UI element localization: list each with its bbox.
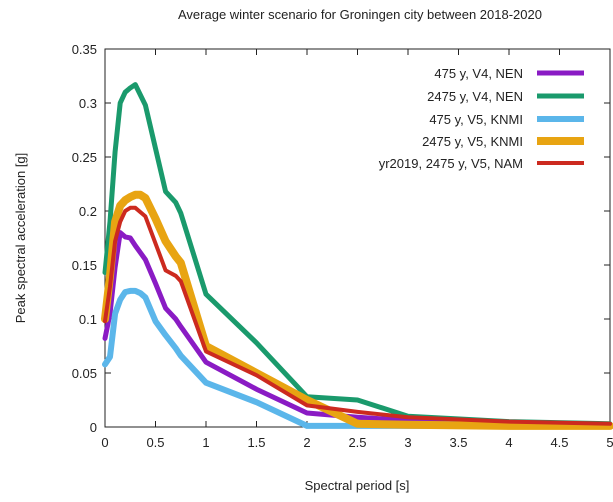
y-tick-label: 0.05	[72, 366, 97, 381]
x-axis-ticks: 0 0.5 1 1.5 2 2.5 3 3.5 4 4.5 5	[101, 49, 613, 450]
x-tick-label: 4	[505, 435, 512, 450]
legend-label: 2475 y, V5, KNMI	[422, 134, 523, 149]
x-tick-label: 0	[101, 435, 108, 450]
x-tick-label: 1	[202, 435, 209, 450]
x-tick-label: 0.5	[146, 435, 164, 450]
chart-title: Average winter scenario for Groningen ci…	[178, 7, 542, 22]
x-tick-label: 2.5	[348, 435, 366, 450]
y-tick-label: 0.3	[79, 96, 97, 111]
series-line-1	[102, 230, 613, 428]
legend: 475 y, V4, NEN 2475 y, V4, NEN 475 y, V5, …	[379, 66, 584, 171]
x-tick-label: 5	[606, 435, 613, 450]
legend-label: 475 y, V4, NEN	[434, 66, 523, 81]
plot-frame	[104, 48, 611, 428]
series-lines	[101, 82, 613, 430]
plot-area	[104, 48, 611, 428]
legend-label: yr2019, 2475 y, V5, NAM	[379, 156, 523, 171]
x-axis-label: Spectral period [s]	[305, 478, 410, 493]
y-tick-label: 0.15	[72, 258, 97, 273]
y-tick-label: 0	[90, 420, 97, 435]
x-tick-label: 2	[303, 435, 310, 450]
series-line-4	[101, 190, 613, 430]
series-line-2	[102, 82, 613, 427]
y-tick-label: 0.35	[72, 42, 97, 57]
x-tick-label: 1.5	[247, 435, 265, 450]
series-line-5	[103, 205, 612, 426]
y-tick-label: 0.1	[79, 312, 97, 327]
x-tick-label: 3	[404, 435, 411, 450]
y-tick-label: 0.2	[79, 204, 97, 219]
y-axis-label: Peak spectral acceleration [g]	[13, 153, 28, 324]
y-axis-ticks: 0 0.05 0.1 0.15 0.2 0.25 0.3 0.35	[72, 42, 610, 435]
x-tick-label: 3.5	[449, 435, 467, 450]
y-tick-label: 0.25	[72, 150, 97, 165]
series-line-3	[102, 287, 613, 429]
x-tick-label: 4.5	[550, 435, 568, 450]
legend-label: 475 y, V5, KNMI	[429, 112, 523, 127]
legend-label: 2475 y, V4, NEN	[427, 89, 523, 104]
